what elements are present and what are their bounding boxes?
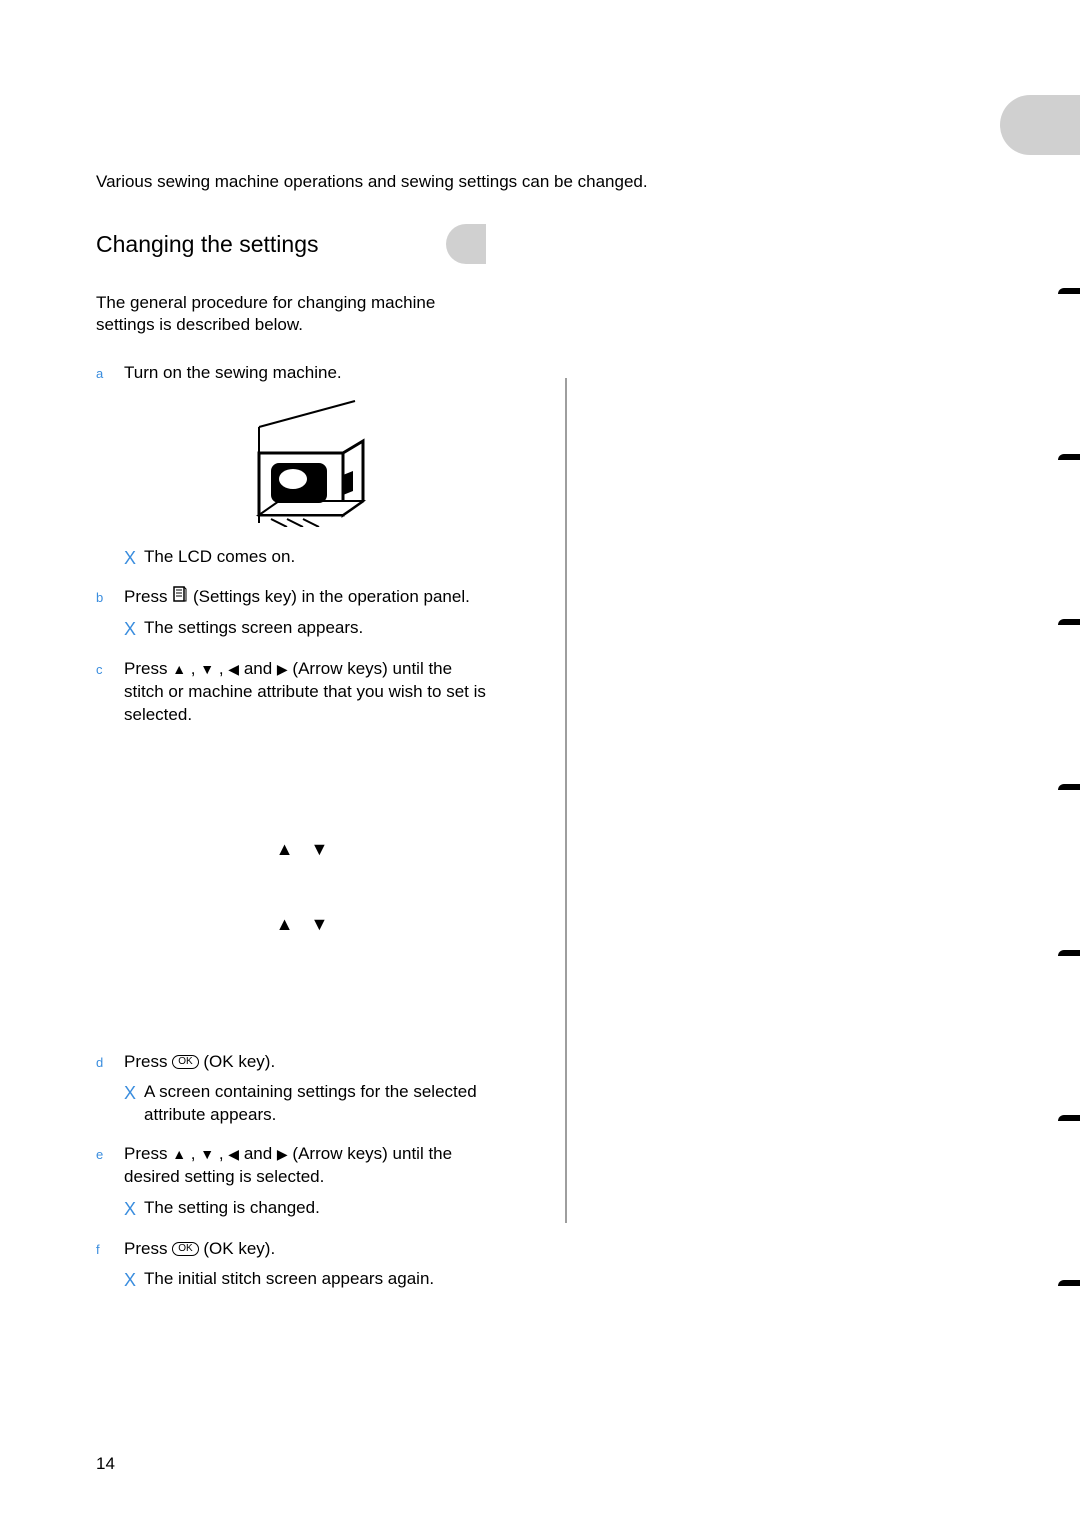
- result-mark-icon: X: [124, 617, 136, 641]
- page-content: Various sewing machine operations and se…: [96, 172, 984, 1303]
- step-label: e: [96, 1143, 110, 1221]
- step-label: f: [96, 1238, 110, 1293]
- ok-key-icon: OK: [172, 1055, 198, 1069]
- step-text: Press ▲ , ▼ , ◀ and ▶ (Arrow keys) until…: [124, 1143, 486, 1189]
- step-text: Turn on the sewing machine.: [124, 362, 486, 385]
- section-lead: The general procedure for changing machi…: [96, 292, 486, 336]
- arrow-left-icon: ◀: [228, 1145, 239, 1164]
- step-e: e Press ▲ , ▼ , ◀ and ▶ (Arrow keys) unt…: [96, 1143, 486, 1221]
- step-text: Press OK (OK key).: [124, 1051, 486, 1074]
- result-text: The LCD comes on.: [144, 546, 295, 570]
- lcd-screen: [215, 941, 395, 1021]
- step-text: Press OK (OK key).: [124, 1238, 486, 1261]
- column-divider: [565, 378, 567, 1223]
- step-label: b: [96, 586, 110, 641]
- step-text: Press (Settings key) in the operation pa…: [124, 586, 486, 609]
- side-tab: [1058, 619, 1080, 628]
- step-result: X The setting is changed.: [124, 1197, 486, 1221]
- side-tab: [1058, 1115, 1080, 1124]
- step-result: X The initial stitch screen appears agai…: [124, 1268, 486, 1292]
- side-tab: [1058, 454, 1080, 463]
- lcd-screen: [215, 866, 395, 906]
- step-result: X A screen containing settings for the s…: [124, 1081, 486, 1127]
- updown-arrows-icon: ▲ ▼: [124, 839, 486, 860]
- subheading-bullet-icon: [446, 224, 486, 264]
- right-column: [516, 224, 984, 1303]
- corner-tab-decoration: [1000, 95, 1080, 155]
- page-number: 14: [96, 1454, 115, 1474]
- updown-arrows-icon: ▲ ▼: [124, 914, 486, 935]
- arrow-down-icon: ▼: [200, 660, 214, 679]
- side-tab: [1058, 1280, 1080, 1289]
- lcd-screen: [215, 751, 395, 831]
- side-tab: [1058, 288, 1080, 297]
- result-mark-icon: X: [124, 1268, 136, 1292]
- arrow-right-icon: ▶: [277, 660, 288, 679]
- result-text: The initial stitch screen appears again.: [144, 1268, 434, 1292]
- step-a: a Turn on the sewing machine.: [96, 362, 486, 570]
- two-column-layout: Changing the settings The general proced…: [96, 224, 984, 1303]
- step-result: X The settings screen appears.: [124, 617, 486, 641]
- step-result: X The LCD comes on.: [124, 546, 486, 570]
- sewing-machine-figure: [124, 397, 486, 532]
- intro-text: Various sewing machine operations and se…: [96, 172, 984, 192]
- step-label: c: [96, 658, 110, 1041]
- arrow-up-icon: ▲: [172, 1145, 186, 1164]
- section-title: Changing the settings: [96, 231, 319, 258]
- result-mark-icon: X: [124, 546, 136, 570]
- step-text: Press ▲ , ▼ , ◀ and ▶ (Arrow keys) until…: [124, 658, 486, 727]
- side-tab: [1058, 784, 1080, 793]
- step-d: d Press OK (OK key). X A screen containi…: [96, 1051, 486, 1128]
- step-b: b Press (Settings key) in the operation …: [96, 586, 486, 641]
- arrow-up-icon: ▲: [172, 660, 186, 679]
- result-mark-icon: X: [124, 1081, 136, 1127]
- step-c: c Press ▲ , ▼ , ◀ and ▶ (Arrow keys) unt…: [96, 658, 486, 1041]
- ok-key-icon: OK: [172, 1242, 198, 1256]
- step-f: f Press OK (OK key). X The initial stitc…: [96, 1238, 486, 1293]
- step-label: d: [96, 1051, 110, 1128]
- result-text: A screen containing settings for the sel…: [144, 1081, 486, 1127]
- settings-key-icon: [172, 586, 188, 609]
- settings-screens-figure: ▲ ▼ ▲ ▼: [124, 751, 486, 1021]
- side-tab: [1058, 950, 1080, 959]
- subheading-row: Changing the settings: [96, 224, 486, 264]
- arrow-right-icon: ▶: [277, 1145, 288, 1164]
- result-mark-icon: X: [124, 1197, 136, 1221]
- left-column: Changing the settings The general proced…: [96, 224, 486, 1303]
- step-label: a: [96, 362, 110, 570]
- arrow-down-icon: ▼: [200, 1145, 214, 1164]
- result-text: The settings screen appears.: [144, 617, 363, 641]
- result-text: The setting is changed.: [144, 1197, 320, 1221]
- arrow-left-icon: ◀: [228, 660, 239, 679]
